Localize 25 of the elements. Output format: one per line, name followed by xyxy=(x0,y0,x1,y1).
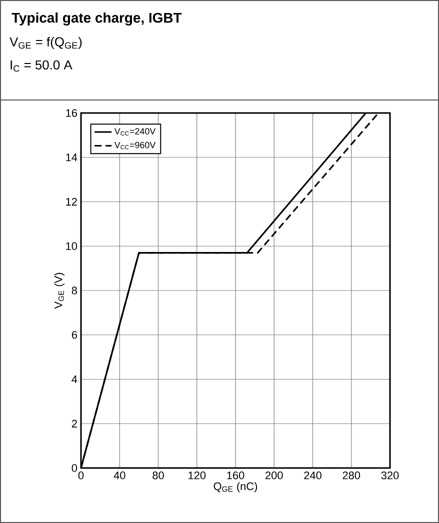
y-axis-title: V$_{GE}$ (V) xyxy=(54,272,64,309)
x-axis-title: Q$_{GE}$ (nC) xyxy=(214,482,258,492)
x-tick-label: 80 xyxy=(152,472,164,480)
y-tick-label: 2 xyxy=(72,420,77,428)
x-tick-label: 240 xyxy=(304,472,322,480)
x-tick-label: 0 xyxy=(78,472,84,480)
y-tick-label: 6 xyxy=(72,331,77,339)
legend-label: V$_{CC}$=240V xyxy=(114,128,156,136)
x-tick-label: 320 xyxy=(381,472,399,480)
x-tick-label: 280 xyxy=(342,472,360,480)
chart-title: Typical gate charge, IGBT xyxy=(12,12,182,26)
y-tick-label: 8 xyxy=(72,286,77,294)
chart-subtitle: V$_{GE}$ = f(Q$_{GE}$) xyxy=(10,36,82,50)
x-tick-label: 40 xyxy=(114,472,126,480)
x-tick-label: 160 xyxy=(227,472,244,480)
y-tick-label: 12 xyxy=(66,198,77,206)
y-tick-label: 4 xyxy=(72,375,78,384)
text: I$_{C}$ = 50.0 A xyxy=(10,60,72,72)
y-tick-label: 10 xyxy=(66,242,78,250)
y-tick-label: 0 xyxy=(72,464,78,472)
y-tick-label: 16 xyxy=(66,109,77,117)
x-tick-label: 120 xyxy=(188,472,206,480)
legend-label: V$_{CC}$=960V xyxy=(114,142,156,150)
x-tick-label: 200 xyxy=(266,472,283,480)
y-tick-label: 14 xyxy=(66,154,78,162)
